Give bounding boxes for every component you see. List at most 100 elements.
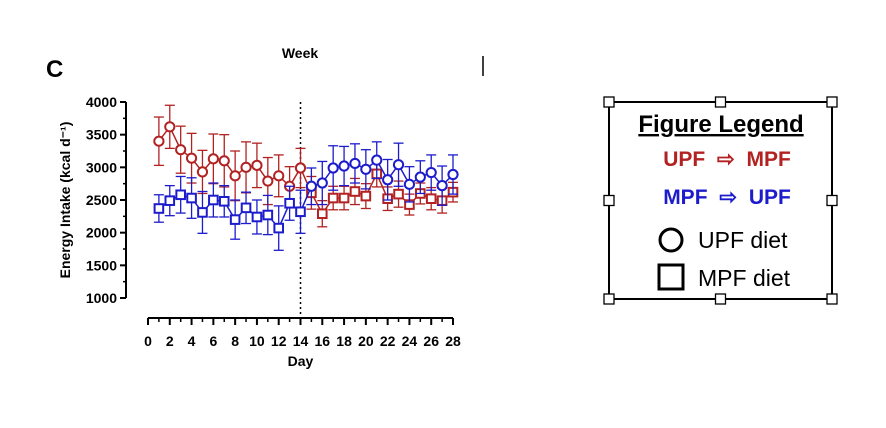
- x-tick-label: 12: [271, 333, 287, 349]
- circle-marker: [164, 121, 176, 133]
- arrow-icon: ⇨: [719, 186, 737, 209]
- circle-marker: [240, 161, 252, 173]
- circle-marker: [273, 170, 285, 182]
- circle-marker: [436, 180, 448, 192]
- circle-marker: [175, 144, 187, 156]
- square-marker: [360, 190, 372, 202]
- y-tick-label: 3000: [86, 159, 117, 175]
- series-mpf-to-upf: [153, 141, 459, 251]
- x-tick-label: 4: [188, 333, 196, 349]
- square-marker: [197, 207, 208, 218]
- square-marker: [251, 211, 263, 223]
- square-marker: [349, 186, 361, 197]
- y-tick-label: 4000: [86, 94, 117, 110]
- selection-handles[interactable]: [603, 96, 838, 305]
- circle-marker: [251, 159, 263, 171]
- circle-marker: [229, 170, 241, 182]
- resize-handle[interactable]: [603, 96, 615, 108]
- arrow-icon: ⇨: [717, 148, 735, 171]
- square-marker: [393, 188, 404, 200]
- y-tick-label: 2000: [86, 225, 117, 241]
- circle-marker: [392, 159, 405, 171]
- circle-marker: [196, 166, 209, 178]
- legend-item-mpf-to-upf: MPF ⇨ UPF: [663, 186, 791, 209]
- circle-marker: [316, 177, 328, 189]
- circle-marker: [305, 180, 317, 192]
- square-marker: [218, 196, 230, 207]
- square-marker: [262, 209, 274, 221]
- circle-marker: [382, 174, 394, 186]
- legend-item-from: MPF: [663, 186, 708, 209]
- circle-marker: [403, 178, 416, 190]
- square-marker: [327, 192, 339, 204]
- y-tick-label: 3500: [86, 127, 117, 143]
- figure-legend-box[interactable]: Figure Legend UPF ⇨ MPF MPF ⇨ UPF UPF di…: [603, 96, 838, 305]
- x-axis-title: Day: [288, 353, 314, 369]
- circle-marker: [349, 157, 361, 170]
- legend-item-to: UPF: [749, 186, 791, 209]
- y-tick-label: 1000: [86, 290, 117, 306]
- x-tick-label: 28: [445, 333, 461, 349]
- x-axis-ticks: 0 2 4 6 8 10 12 14 16 18 20 22 24 26 28: [144, 318, 461, 349]
- legend-shape-circle: UPF diet: [658, 227, 788, 253]
- legend-shape-label: MPF diet: [698, 265, 791, 291]
- series-layer: [153, 104, 459, 251]
- svg-text:MPF ⇨ UPF: MPF ⇨ UPF: [663, 186, 791, 209]
- circle-marker: [218, 155, 230, 167]
- circle-marker: [338, 160, 350, 172]
- x-tick-label: 18: [336, 333, 352, 349]
- circle-marker: [185, 152, 198, 164]
- series-line: [158, 158, 454, 230]
- square-marker: [164, 195, 176, 206]
- square-marker-icon: [657, 263, 685, 291]
- resize-handle[interactable]: [826, 194, 838, 207]
- y-axis-ticks: 1000 1500 2000 2500 3000 3500 4000: [86, 94, 126, 306]
- circle-marker: [327, 162, 339, 174]
- x-tick-label: 14: [293, 333, 309, 349]
- square-marker: [153, 203, 165, 214]
- x-tick-label: 8: [231, 333, 239, 349]
- square-marker: [295, 206, 306, 218]
- x-tick-label: 2: [166, 333, 174, 349]
- resize-handle[interactable]: [603, 194, 615, 207]
- square-marker: [284, 197, 295, 209]
- resize-handle[interactable]: [714, 96, 727, 108]
- resize-handle[interactable]: [603, 293, 615, 305]
- svg-text:UPF ⇨ MPF: UPF ⇨ MPF: [663, 148, 791, 171]
- square-marker: [240, 202, 252, 214]
- legend-item-from: UPF: [663, 148, 705, 171]
- x-tick-label: 16: [314, 333, 330, 349]
- circle-marker: [414, 171, 426, 183]
- y-axis-title: Energy Intake (kcal d⁻¹): [57, 122, 73, 279]
- circle-marker-icon: [658, 227, 684, 253]
- resize-handle[interactable]: [826, 293, 838, 305]
- panel-letter: C: [46, 56, 63, 83]
- circle-marker: [262, 175, 274, 187]
- y-tick-label: 2500: [86, 192, 117, 208]
- x-tick-label: 0: [144, 333, 152, 349]
- x-tick-label: 10: [249, 333, 265, 349]
- legend-item-upf-to-mpf: UPF ⇨ MPF: [663, 148, 791, 171]
- circle-marker: [207, 153, 219, 165]
- x-tick-label: 6: [209, 333, 217, 349]
- square-marker: [175, 189, 186, 201]
- square-marker: [425, 193, 437, 204]
- resize-handle[interactable]: [714, 293, 727, 305]
- series-line: [158, 125, 454, 216]
- legend-shape-label: UPF diet: [698, 227, 788, 253]
- circle-marker: [153, 135, 165, 147]
- x-tick-label: 24: [402, 333, 418, 349]
- square-marker: [186, 192, 197, 204]
- square-marker: [338, 192, 350, 204]
- square-marker: [273, 222, 285, 234]
- circle-marker: [425, 166, 437, 179]
- legend-border: [608, 101, 833, 300]
- legend-item-to: MPF: [746, 148, 791, 171]
- circle-marker: [447, 168, 459, 181]
- square-marker: [208, 194, 219, 206]
- square-marker: [229, 214, 241, 225]
- resize-handle[interactable]: [826, 96, 838, 108]
- circle-marker: [294, 162, 307, 174]
